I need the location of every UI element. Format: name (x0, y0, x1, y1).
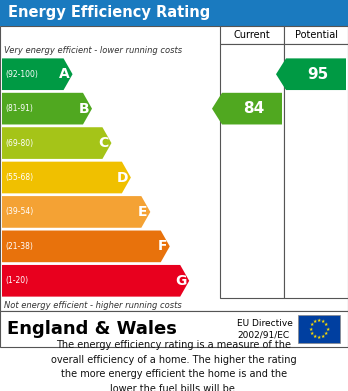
Bar (0, 26, 348, 311)
Text: ★: ★ (313, 319, 317, 324)
Text: ★: ★ (321, 319, 325, 324)
Text: (69-80): (69-80) (5, 138, 33, 147)
Text: ★: ★ (317, 318, 321, 323)
Text: (92-100): (92-100) (5, 70, 38, 79)
Text: The energy efficiency rating is a measure of the
overall efficiency of a home. T: The energy efficiency rating is a measur… (51, 341, 297, 391)
Text: C: C (98, 136, 109, 150)
Bar (284, 26, 348, 44)
Text: (81-91): (81-91) (5, 104, 33, 113)
Polygon shape (2, 93, 92, 124)
Text: (21-38): (21-38) (5, 242, 33, 251)
Bar (0, 0, 348, 26)
Text: E: E (138, 205, 147, 219)
Bar (284, 44, 348, 298)
Text: ★: ★ (324, 331, 329, 336)
Text: B: B (78, 102, 89, 116)
Text: A: A (59, 67, 70, 81)
Text: EU Directive
2002/91/EC: EU Directive 2002/91/EC (237, 319, 293, 339)
Text: ★: ★ (308, 326, 313, 332)
Text: England & Wales: England & Wales (7, 320, 177, 338)
Text: (55-68): (55-68) (5, 173, 33, 182)
Polygon shape (276, 58, 346, 90)
Text: ★: ★ (321, 334, 325, 339)
Text: F: F (157, 239, 167, 253)
Bar (220, 44, 284, 298)
Text: ★: ★ (324, 322, 329, 327)
Text: ★: ★ (313, 334, 317, 339)
Polygon shape (2, 58, 73, 90)
Text: 95: 95 (307, 67, 329, 82)
Bar (220, 26, 284, 44)
Polygon shape (2, 196, 150, 228)
Text: ★: ★ (325, 326, 330, 332)
Text: Current: Current (234, 30, 270, 40)
Text: Not energy efficient - higher running costs: Not energy efficient - higher running co… (4, 301, 182, 310)
Text: ★: ★ (309, 331, 314, 336)
Text: Energy Efficiency Rating: Energy Efficiency Rating (8, 5, 210, 20)
Text: G: G (175, 274, 186, 288)
Text: Very energy efficient - lower running costs: Very energy efficient - lower running co… (4, 46, 182, 55)
Polygon shape (2, 127, 111, 159)
Bar (0, 311, 348, 347)
Text: ★: ★ (317, 335, 321, 340)
Polygon shape (2, 231, 170, 262)
Bar (298, 315, 340, 343)
Text: D: D (116, 170, 128, 185)
Polygon shape (212, 93, 282, 124)
Polygon shape (2, 161, 131, 193)
Text: (39-54): (39-54) (5, 208, 33, 217)
Text: ★: ★ (309, 322, 314, 327)
Text: 84: 84 (243, 101, 264, 116)
Polygon shape (2, 265, 189, 297)
Text: Potential: Potential (294, 30, 338, 40)
Text: (1-20): (1-20) (5, 276, 28, 285)
